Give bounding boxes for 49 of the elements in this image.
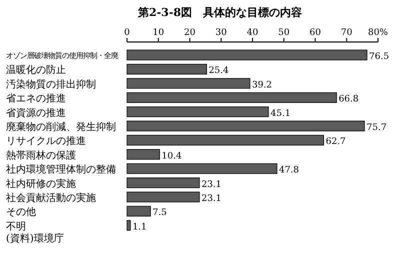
y-tick-label: リサイクルの推進 xyxy=(6,135,86,148)
text: (資料)環境庁 xyxy=(6,232,64,245)
bar xyxy=(126,206,151,216)
data-label: 10.4 xyxy=(162,151,182,162)
data-label: 62.7 xyxy=(326,137,346,148)
y-tick-label: 温暖化の防止 xyxy=(6,64,66,76)
data-label: 45.1 xyxy=(270,108,291,119)
bar xyxy=(126,149,160,160)
x-tick-label: 80% xyxy=(368,28,388,38)
y-tick-label: その他 xyxy=(6,206,36,218)
x-tick-label: 50 xyxy=(278,28,290,38)
data-label: 47.8 xyxy=(278,166,300,176)
y-tick-label: 社会貢献活動の実施 xyxy=(6,192,96,204)
data-label: 7.5 xyxy=(152,208,168,218)
data-label: 66.8 xyxy=(338,94,359,105)
bar xyxy=(126,64,207,74)
bar xyxy=(126,50,368,60)
bar xyxy=(126,178,200,188)
y-tick-label: 省エネの推進 xyxy=(6,92,66,105)
chart-title: 第2-3-8図 具体的な目標の内容 xyxy=(136,6,302,19)
bar xyxy=(126,78,250,89)
y-tick-label: 社内研修の実施 xyxy=(6,178,76,190)
data-label: 75.7 xyxy=(366,123,387,133)
bar xyxy=(126,220,131,231)
data-label: 25.4 xyxy=(208,66,230,76)
x-tick-label: 60 xyxy=(310,28,322,38)
bar xyxy=(126,120,365,132)
bar xyxy=(126,192,200,202)
bar xyxy=(126,134,324,146)
x-tick-label: 0 xyxy=(124,28,130,38)
y-tick-label: 熱帯雨林の保護 xyxy=(6,149,76,162)
x-tick-label: 40 xyxy=(246,28,258,38)
y-tick-label: 不明 xyxy=(6,221,26,232)
y-tick-label: 廃棄物の削減、発生抑制 xyxy=(6,121,116,133)
data-label: 23.1 xyxy=(201,194,222,204)
x-tick-label: 30 xyxy=(215,28,228,38)
x-tick-label: 20 xyxy=(184,28,196,38)
data-label: 23.1 xyxy=(201,180,222,190)
data-label: 1.1 xyxy=(132,222,147,232)
bar xyxy=(126,92,337,103)
y-tick-label: 社内環境管理体制の整備 xyxy=(6,164,116,176)
y-tick-label: 省資源の推進 xyxy=(6,106,66,119)
data-label: 76.5 xyxy=(369,52,390,62)
x-tick-label: 70 xyxy=(340,28,353,38)
y-tick-label: 汚染物質の排出抑制 xyxy=(6,78,96,90)
bar xyxy=(126,106,269,118)
data-label: 39.2 xyxy=(252,80,272,90)
bar xyxy=(126,163,278,174)
x-tick-label: 10 xyxy=(152,28,164,38)
